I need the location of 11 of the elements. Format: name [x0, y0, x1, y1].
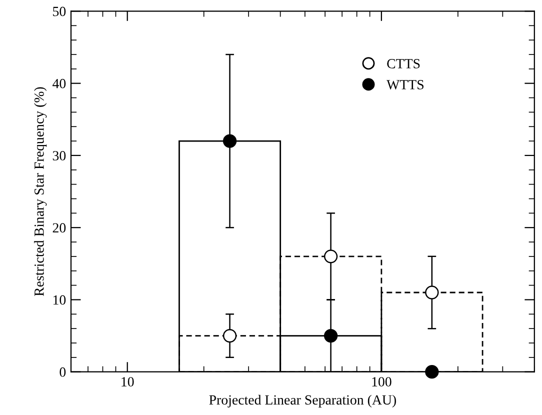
- x-tick-label: 100: [372, 377, 392, 386]
- y-tick-label: 30: [52, 151, 66, 160]
- y-tick-label: 40: [52, 78, 66, 88]
- y-tick-label: 10: [53, 295, 66, 305]
- y-tick-label: 0: [60, 367, 66, 377]
- x-axis-title: Projected Linear Separation (AU): [209, 394, 396, 408]
- legend-label: CTTS: [387, 59, 420, 68]
- y-axis-title: Restricted Binary Star Frequency (%): [34, 87, 47, 296]
- y-tick-label: 50: [53, 6, 66, 16]
- legend-label: WTTS: [386, 80, 424, 90]
- y-tick-label: 20: [52, 223, 66, 233]
